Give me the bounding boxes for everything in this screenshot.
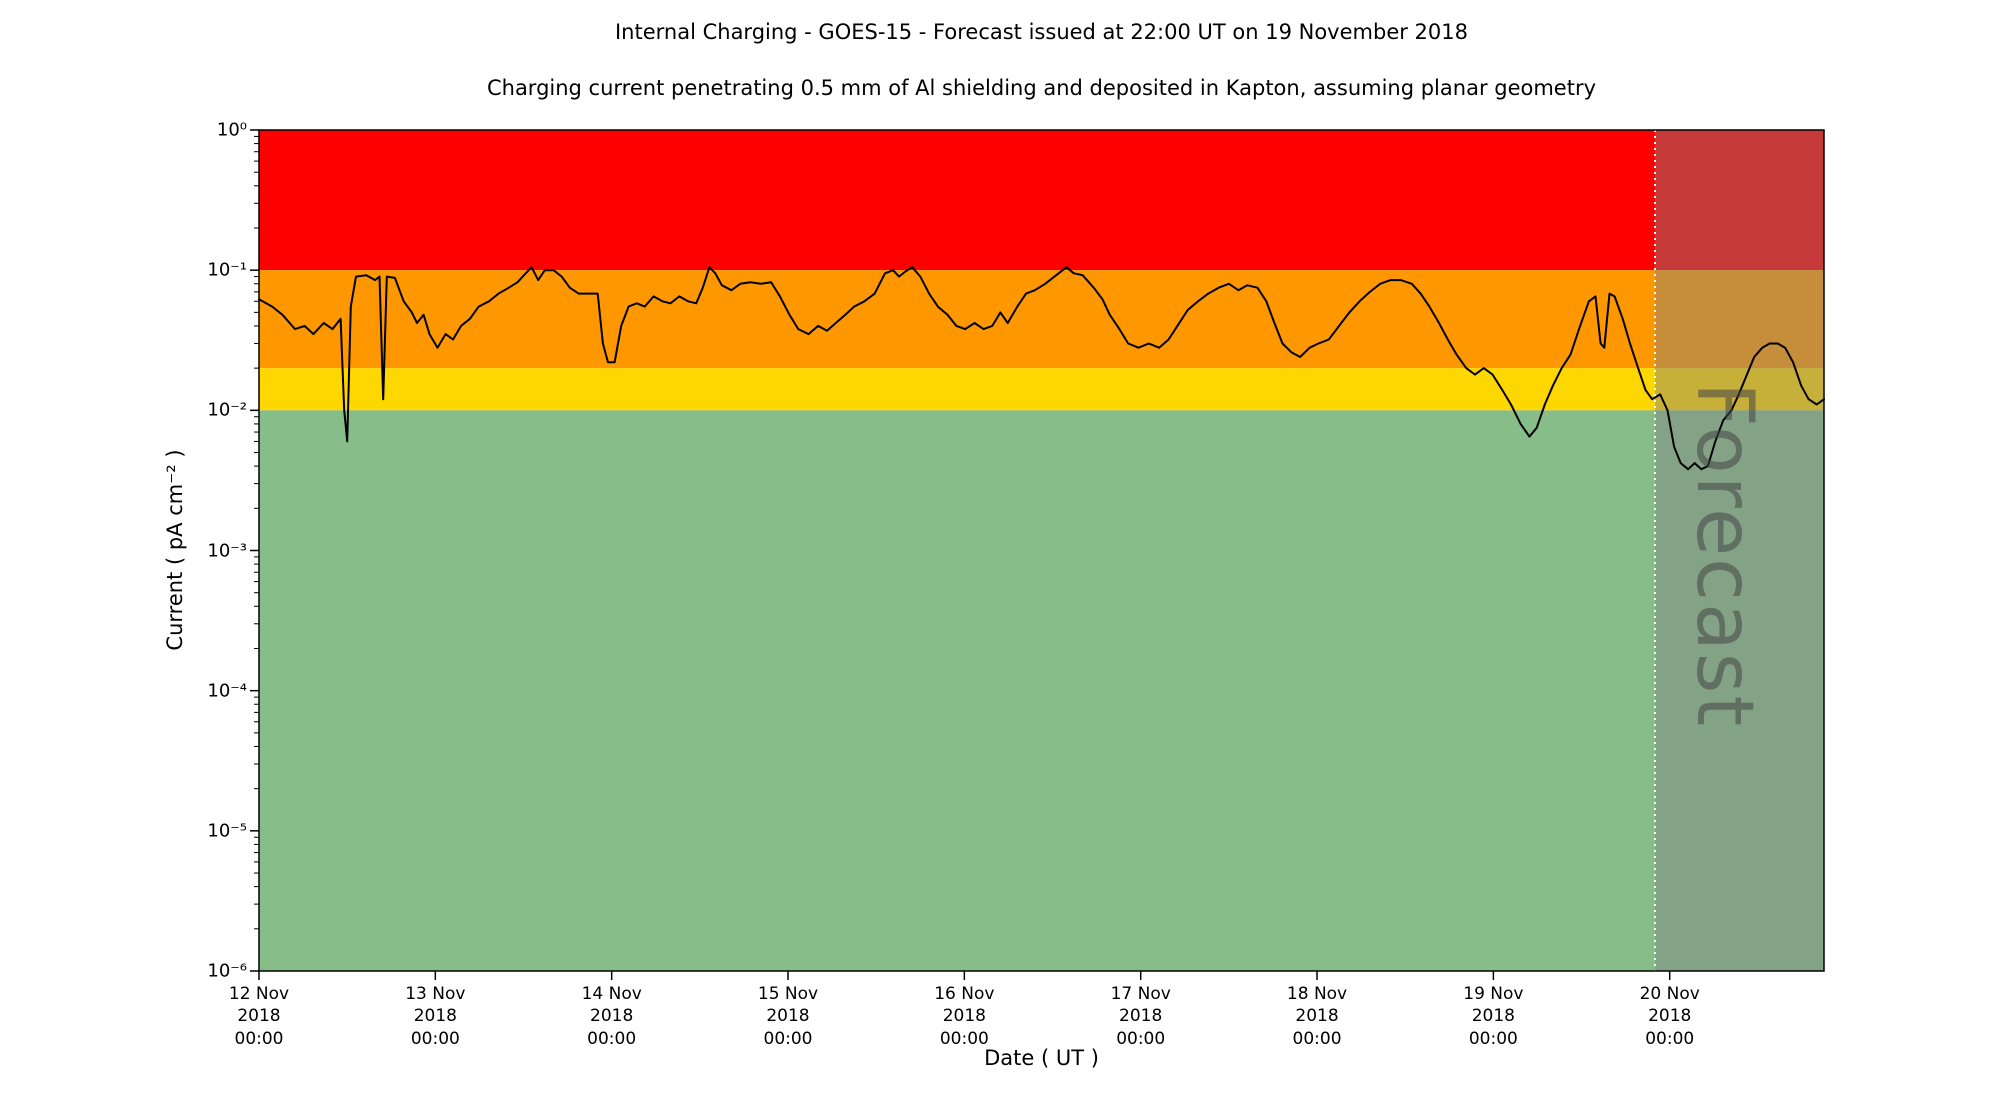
x-tick-label: 12 Nov 2018 00:00 (229, 983, 289, 1050)
x-tick-label-line: 00:00 (1116, 1028, 1166, 1049)
x-tick-label-line: 00:00 (1645, 1028, 1695, 1049)
x-tick-label: 19 Nov 2018 00:00 (1463, 983, 1523, 1050)
chart-title: Internal Charging - GOES-15 - Forecast i… (614, 20, 1468, 44)
x-tick-label: 14 Nov 2018 00:00 (582, 983, 642, 1050)
x-tick-label-line: 2018 (237, 1006, 281, 1027)
x-tick-label-line: 19 Nov (1463, 984, 1524, 1004)
x-tick-label-line: 12 Nov (228, 984, 290, 1004)
x-tick-label-line: 2018 (1119, 1006, 1163, 1027)
forecast-watermark: Forecast (1679, 381, 1769, 729)
x-tick-label-line: 2018 (942, 1006, 986, 1027)
x-tick-label-line: 20 Nov (1639, 984, 1700, 1004)
x-tick-label-line: 13 Nov (405, 984, 466, 1004)
x-tick-label-line: 2018 (590, 1006, 634, 1027)
x-tick-label: 20 Nov 2018 00:00 (1640, 983, 1700, 1050)
x-tick-label-line: 00:00 (410, 1028, 460, 1049)
x-tick-label-line: 00:00 (763, 1028, 813, 1049)
x-tick-label-line: 00:00 (1292, 1028, 1342, 1049)
y-tick-labels: 10⁰ 10⁻¹ 10⁻² 10⁻³ 10⁻⁴ 10⁻⁵ 10⁻⁶ (0, 0, 247, 1100)
x-tick-label-line: 2018 (1648, 1006, 1692, 1027)
x-tick-label-line: 00:00 (234, 1028, 284, 1049)
x-tick-label-line: 15 Nov (757, 984, 819, 1004)
x-tick-label: 17 Nov 2018 00:00 (1111, 983, 1171, 1050)
x-tick-label: 15 Nov 2018 00:00 (758, 983, 818, 1050)
x-tick-label-line: 00:00 (939, 1028, 989, 1049)
x-tick-label: 13 Nov 2018 00:00 (405, 983, 465, 1050)
threshold-band-yellow (259, 368, 1824, 411)
x-tick-label-line: 2018 (1295, 1006, 1339, 1027)
y-tick-label: 10⁻¹ (207, 259, 247, 281)
y-tick-label: 10⁻⁴ (207, 680, 247, 702)
y-tick-label: 10⁻³ (207, 540, 247, 561)
x-tick-label-line: 2018 (413, 1006, 457, 1027)
x-tick-label-line: 14 Nov (581, 984, 642, 1004)
x-tick-label: 18 Nov 2018 00:00 (1287, 983, 1347, 1050)
y-tick-label: 10⁻⁶ (207, 960, 247, 982)
x-tick-label-line: 00:00 (587, 1028, 637, 1049)
y-tick-label: 10⁰ (216, 119, 247, 141)
threshold-band-green (259, 410, 1824, 971)
x-tick-label: 16 Nov 2018 00:00 (934, 983, 994, 1050)
x-tick-label-line: 17 Nov (1110, 984, 1171, 1004)
x-axis-label: Date ( UT ) (984, 1046, 1099, 1070)
x-tick-label-line: 2018 (766, 1006, 810, 1027)
x-tick-label-line: 00:00 (1468, 1028, 1518, 1049)
y-tick-label: 10⁻⁵ (207, 820, 247, 842)
x-tick-label-line: 16 Nov (934, 984, 995, 1004)
series-charging-current-line (258, 266, 1825, 471)
chart-subtitle: Charging current penetrating 0.5 mm of A… (486, 76, 1597, 100)
y-tick-label: 10⁻² (207, 399, 247, 421)
x-tick-label-line: 2018 (1471, 1006, 1515, 1027)
x-tick-label-line: 18 Nov (1286, 984, 1348, 1004)
threshold-band-red (259, 130, 1824, 271)
forecast-overlay-region (1655, 130, 1824, 971)
